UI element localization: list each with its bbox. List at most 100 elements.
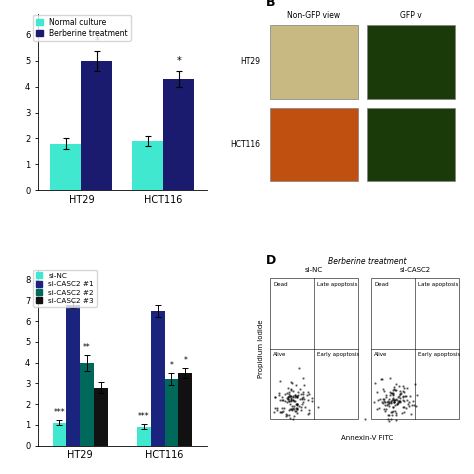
- Point: [273, 406, 281, 413]
- Point: [299, 391, 307, 398]
- Point: [378, 398, 386, 406]
- Point: [383, 405, 390, 412]
- Point: [380, 387, 388, 394]
- Point: [290, 404, 297, 411]
- Point: [389, 395, 397, 402]
- Point: [401, 408, 408, 415]
- Point: [389, 409, 396, 416]
- Bar: [53, 423, 66, 446]
- Point: [308, 397, 316, 405]
- Point: [387, 398, 395, 405]
- Point: [314, 403, 321, 411]
- Point: [395, 397, 403, 405]
- Bar: [178, 373, 192, 446]
- Point: [273, 404, 280, 412]
- Point: [399, 410, 406, 417]
- Bar: [94, 388, 108, 446]
- FancyBboxPatch shape: [371, 278, 459, 419]
- Point: [291, 393, 298, 401]
- Point: [385, 395, 392, 402]
- Point: [382, 392, 390, 399]
- Bar: [82, 61, 112, 190]
- Text: Late apoptosis: Late apoptosis: [418, 282, 458, 287]
- Point: [298, 400, 305, 407]
- Point: [388, 400, 395, 407]
- Point: [290, 396, 297, 403]
- Point: [291, 406, 298, 413]
- Point: [382, 398, 389, 406]
- Point: [403, 397, 410, 404]
- Point: [285, 392, 293, 400]
- Point: [389, 403, 397, 411]
- Point: [410, 397, 417, 405]
- Point: [297, 406, 305, 414]
- Point: [389, 411, 396, 419]
- Point: [381, 401, 389, 409]
- Point: [293, 400, 301, 408]
- Point: [379, 399, 386, 407]
- Text: *: *: [94, 36, 99, 46]
- Point: [391, 397, 399, 404]
- Point: [292, 407, 299, 415]
- Point: [271, 393, 279, 401]
- Text: Early apoptosis: Early apoptosis: [317, 352, 359, 357]
- Point: [382, 393, 390, 401]
- Point: [285, 397, 293, 405]
- Point: [386, 374, 394, 382]
- Point: [278, 393, 286, 401]
- Point: [308, 395, 315, 402]
- Point: [292, 381, 300, 389]
- Point: [379, 395, 386, 402]
- Point: [392, 410, 399, 417]
- Point: [400, 389, 407, 396]
- Point: [284, 395, 292, 403]
- Point: [408, 401, 416, 409]
- Point: [387, 388, 394, 396]
- Point: [399, 403, 407, 410]
- Point: [286, 414, 293, 422]
- Point: [298, 395, 305, 403]
- Point: [373, 389, 380, 396]
- Text: HT29: HT29: [241, 57, 261, 66]
- Point: [282, 410, 290, 418]
- Point: [292, 392, 299, 400]
- Point: [276, 409, 284, 416]
- Point: [287, 395, 294, 403]
- Point: [288, 402, 296, 410]
- Point: [387, 416, 395, 423]
- Point: [411, 380, 419, 388]
- Point: [381, 397, 388, 405]
- Point: [288, 386, 295, 394]
- Text: Berberine treatment: Berberine treatment: [328, 257, 407, 266]
- Text: Propidium Iodide: Propidium Iodide: [257, 319, 264, 378]
- Text: Dead: Dead: [273, 282, 288, 287]
- Point: [301, 403, 309, 411]
- Point: [406, 399, 413, 406]
- Point: [264, 396, 272, 404]
- Bar: [66, 305, 80, 446]
- Point: [291, 397, 298, 405]
- Point: [293, 405, 301, 413]
- Point: [399, 392, 407, 400]
- Point: [289, 392, 297, 400]
- Point: [305, 410, 312, 418]
- Point: [283, 399, 291, 406]
- Point: [289, 393, 297, 401]
- Point: [398, 390, 405, 397]
- Point: [392, 380, 400, 387]
- Point: [383, 401, 391, 409]
- Point: [298, 394, 305, 402]
- Point: [400, 403, 408, 411]
- Point: [283, 389, 291, 397]
- Point: [291, 397, 298, 405]
- Point: [390, 396, 398, 403]
- Point: [399, 387, 407, 395]
- Text: Dead: Dead: [374, 282, 389, 287]
- Point: [293, 406, 301, 413]
- Point: [388, 397, 396, 404]
- Point: [389, 386, 397, 394]
- Bar: [164, 379, 178, 446]
- Point: [381, 407, 389, 414]
- Text: Late apoptosis: Late apoptosis: [317, 282, 357, 287]
- Point: [305, 409, 313, 416]
